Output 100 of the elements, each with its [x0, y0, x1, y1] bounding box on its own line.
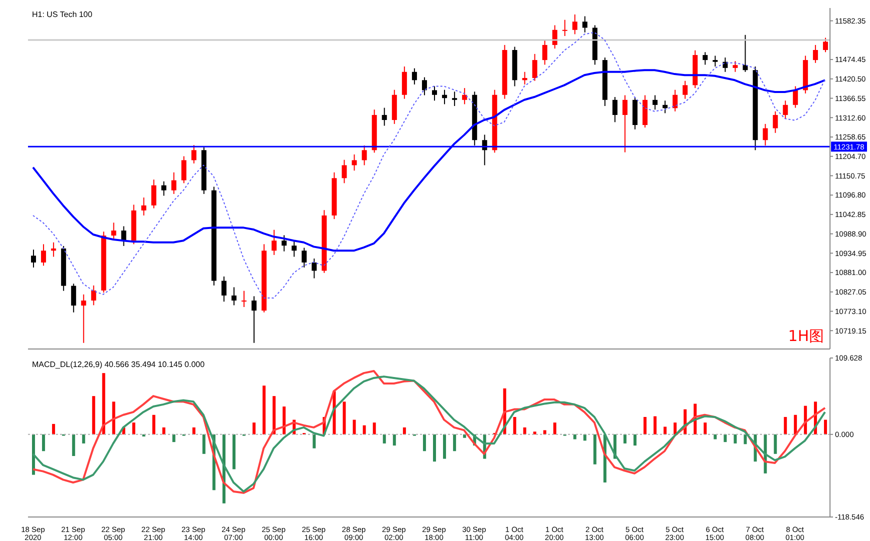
bar — [794, 414, 797, 434]
candlestick — [612, 96, 618, 123]
candlestick — [562, 19, 568, 36]
candlestick — [91, 284, 96, 306]
candlestick — [302, 247, 307, 268]
bar — [362, 425, 366, 434]
candlestick — [161, 180, 166, 196]
candlestick — [121, 226, 126, 246]
candlestick — [582, 16, 588, 33]
candlestick — [31, 249, 36, 268]
candlestick — [312, 258, 317, 279]
candlestick — [652, 94, 658, 110]
candlestick — [362, 144, 367, 166]
bar — [654, 416, 657, 434]
candlestick — [252, 296, 257, 344]
bar — [463, 434, 466, 438]
bar — [623, 434, 626, 444]
bar — [724, 434, 727, 442]
candlestick — [522, 71, 528, 85]
bar — [202, 434, 206, 454]
candlestick — [572, 14, 578, 35]
candlestick — [111, 222, 116, 240]
bar — [704, 422, 707, 434]
bar — [172, 434, 176, 442]
candlestick — [772, 110, 778, 134]
candlestick — [672, 89, 678, 112]
candlestick — [542, 39, 548, 66]
bar — [824, 420, 827, 434]
bar — [402, 427, 406, 434]
bar — [533, 432, 536, 434]
bar — [453, 434, 456, 452]
bar — [42, 434, 46, 452]
bar — [192, 427, 196, 434]
bar — [112, 402, 116, 434]
bar — [553, 422, 556, 434]
bar — [443, 434, 446, 459]
bar — [392, 434, 396, 446]
bar — [102, 373, 106, 434]
bar — [644, 416, 647, 434]
bar — [262, 386, 266, 434]
bar — [92, 396, 96, 434]
candlestick — [442, 89, 448, 105]
bar — [714, 434, 717, 440]
candlestick — [242, 290, 247, 308]
candlestick — [532, 53, 538, 82]
candlestick — [452, 91, 458, 106]
bar — [513, 416, 516, 434]
bar — [52, 424, 56, 434]
bar — [523, 427, 526, 434]
candlestick — [171, 172, 176, 194]
bar — [664, 426, 667, 434]
candlestick — [51, 242, 56, 258]
candlestick — [71, 283, 76, 313]
candlestick — [662, 100, 668, 114]
chart-title: MACD_DL(12,26,9) 40.566 35.494 10.145 0.000 — [32, 360, 205, 369]
bar — [593, 434, 596, 464]
bar — [774, 434, 777, 454]
bar — [252, 422, 256, 434]
bar — [342, 402, 346, 434]
candlestick — [712, 55, 718, 68]
bar — [422, 434, 426, 452]
bar — [162, 427, 166, 434]
bar — [82, 434, 86, 444]
candlestick — [282, 234, 287, 252]
line-series — [32, 69, 826, 252]
bar — [543, 430, 546, 434]
candlestick — [732, 60, 738, 72]
bar — [784, 416, 787, 434]
candlestick — [812, 44, 818, 64]
bar — [674, 422, 677, 434]
bar — [352, 420, 356, 434]
bar — [282, 406, 286, 434]
candlestick — [382, 107, 387, 126]
annotation: 1H图 — [788, 327, 824, 346]
candlestick — [272, 229, 277, 256]
candlestick — [782, 100, 788, 120]
candlestick — [702, 52, 708, 66]
candlestick — [682, 80, 688, 100]
bar — [573, 434, 576, 440]
candlestick — [742, 34, 748, 72]
candlestick — [181, 156, 186, 184]
bar — [744, 434, 747, 444]
bar — [232, 434, 236, 470]
candlestick — [462, 88, 468, 105]
candlestick — [342, 159, 347, 184]
candlestick — [141, 197, 146, 216]
candlestick — [41, 244, 46, 266]
bar — [433, 434, 436, 462]
candlestick — [81, 294, 86, 344]
bar — [312, 434, 316, 448]
bar — [152, 414, 156, 434]
candlestick — [432, 86, 437, 102]
candlestick — [622, 94, 628, 153]
candlestick — [822, 37, 828, 53]
bar — [132, 422, 136, 434]
bar — [583, 434, 586, 441]
bar — [72, 434, 76, 456]
candlestick — [221, 276, 226, 302]
candlestick — [422, 76, 427, 96]
candlestick — [151, 179, 156, 209]
